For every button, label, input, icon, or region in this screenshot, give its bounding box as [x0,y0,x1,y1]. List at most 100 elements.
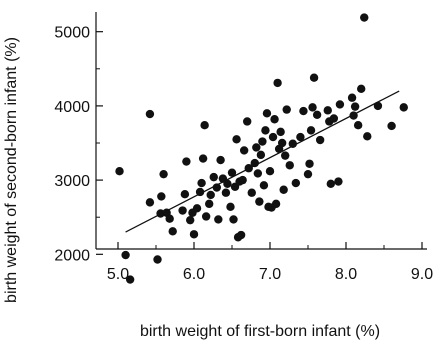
data-point [270,115,279,124]
data-point [165,214,174,223]
data-point [326,179,335,189]
data-point [201,212,211,221]
data-point [258,137,267,146]
data-point [182,157,191,166]
data-point [262,109,272,118]
data-point [168,227,177,236]
data-point [276,127,285,137]
data-point [214,215,223,224]
x-axis-ticks: 5.0 6.0 7.0 8.0 9.0 [107,242,433,283]
data-point [399,103,408,112]
data-point [229,215,238,224]
data-point [186,215,195,225]
data-point [247,188,256,197]
data-point [349,111,358,120]
data-point [363,132,372,141]
data-point [299,106,308,116]
data-point [335,100,345,109]
data-point [350,102,360,111]
data-point [265,167,275,176]
x-tick-label: 6.0 [183,266,205,283]
y-tick-label: 5000 [54,25,90,42]
data-point [180,190,190,199]
data-point [209,172,218,182]
y-axis-label: birth weight of second-born infant (%) [3,37,20,303]
data-point [255,197,264,206]
data-point [178,206,187,215]
data-points [115,13,408,284]
data-point [121,250,130,260]
data-point [306,126,316,135]
x-tick-label: 9.0 [411,266,433,283]
data-point [353,120,363,130]
data-point [156,209,165,218]
data-point [227,168,237,177]
x-tick-label: 8.0 [335,266,357,283]
data-point [226,202,235,212]
data-point [360,13,369,22]
data-point [145,109,155,119]
data-point [288,139,297,148]
data-point [250,158,259,168]
data-point [157,192,166,201]
data-point [387,121,396,131]
data-point [312,110,322,120]
data-point [200,120,209,130]
data-point [221,188,231,197]
x-axis-label: birth weight of first-born infant (%) [140,323,380,340]
data-point [315,135,325,145]
data-point [271,199,281,209]
data-point [261,126,270,135]
data-point [115,167,124,176]
y-tick-label: 3000 [54,173,90,190]
data-point [268,132,278,142]
x-tick-label: 7.0 [259,266,281,283]
data-point [197,178,206,188]
data-point [296,132,305,142]
data-point [285,161,294,170]
data-point [291,178,301,188]
data-point [192,204,202,213]
data-point [205,199,214,209]
data-point [357,84,366,94]
y-tick-label: 2000 [54,247,90,264]
data-point [145,198,155,207]
data-point [303,169,313,179]
data-point [195,187,205,197]
y-axis-ticks: 2000 3000 4000 5000 [54,25,103,264]
data-point [277,138,287,148]
data-point [334,177,343,186]
data-point [206,190,215,200]
data-point [212,183,221,192]
data-point [253,169,263,178]
data-point [244,164,253,173]
data-point [281,151,290,160]
data-point [282,105,291,114]
data-point [189,230,199,239]
data-point [279,185,288,194]
data-point [223,179,232,189]
data-point [323,106,332,115]
data-point [309,73,319,82]
data-point [125,275,135,284]
data-point [329,114,339,123]
data-point [238,175,247,185]
data-point [216,155,225,165]
data-point [159,169,168,179]
data-point [198,154,208,163]
data-point [243,117,252,126]
y-tick-label: 4000 [54,99,90,116]
data-point [308,103,317,112]
data-point [239,146,249,155]
data-point [236,230,246,240]
data-point [373,101,383,111]
data-point [252,143,261,152]
data-point [259,181,269,190]
data-point [153,255,162,264]
data-point [256,150,266,160]
x-tick-label: 5.0 [107,266,129,283]
data-point [305,159,314,168]
data-point [273,78,282,88]
data-point [232,135,241,144]
